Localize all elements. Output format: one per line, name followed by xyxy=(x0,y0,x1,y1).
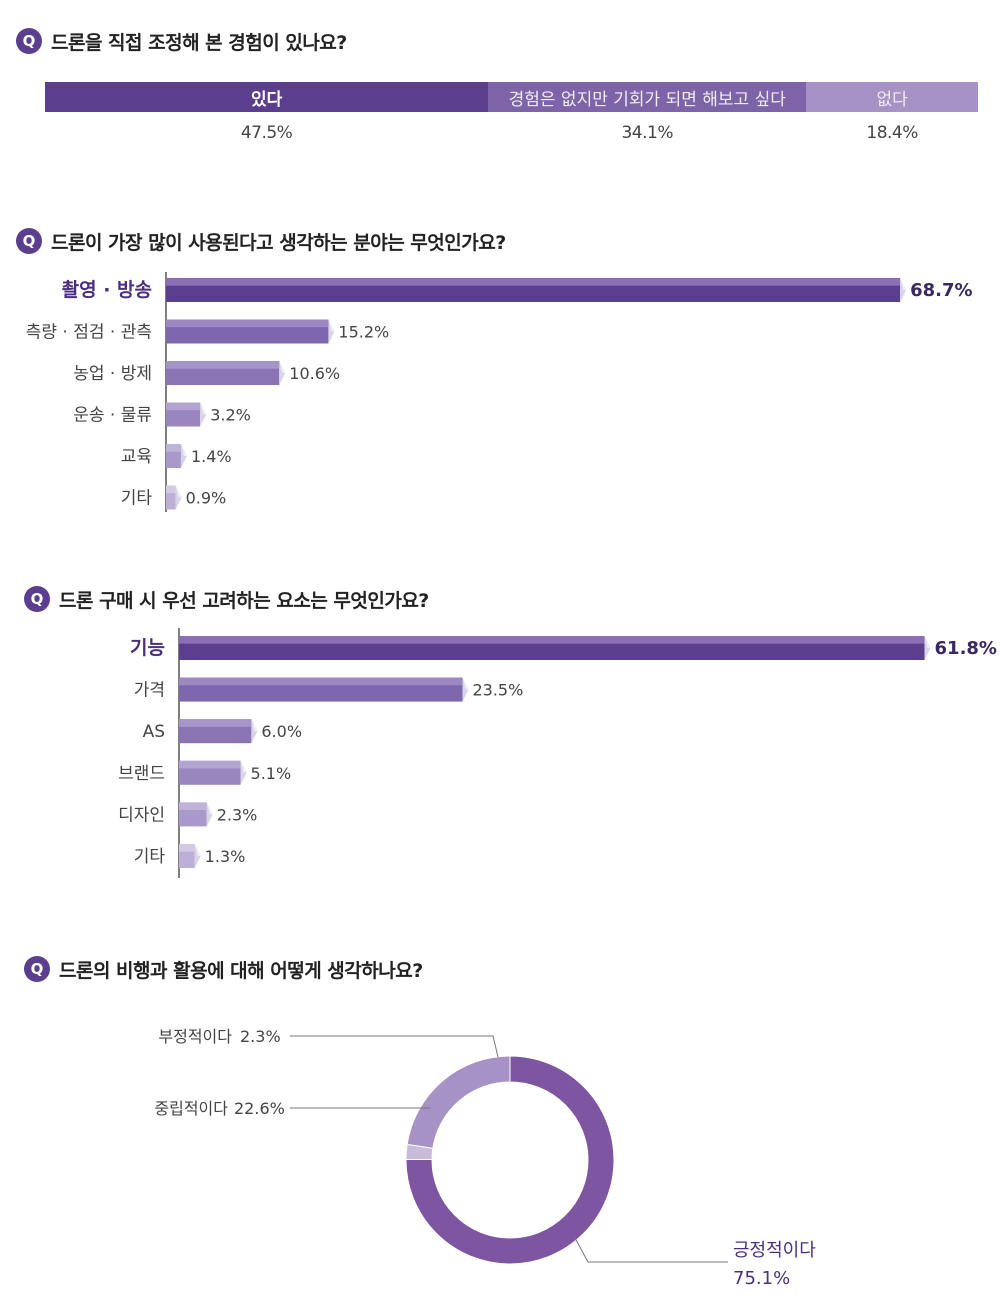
q2-category-label-5: 기타 xyxy=(121,489,153,509)
q2-value-label-5: 0.9% xyxy=(186,489,227,508)
q1-title-text: 드론을 직접 조정해 본 경험이 있나요? xyxy=(51,31,347,54)
q3-value-label-2: 6.0% xyxy=(261,722,302,741)
q4-value-negative: 2.3% xyxy=(240,1027,281,1046)
q2-category-label-0: 촬영 · 방송 xyxy=(62,279,152,301)
q2-value-label-3: 3.2% xyxy=(210,406,251,425)
q3-value-label-3: 5.1% xyxy=(251,764,292,783)
q-badge-icon: Q xyxy=(16,28,42,54)
q4-label-neutral: 중립적이다 xyxy=(154,1099,228,1118)
q1-segment-1 xyxy=(488,82,807,112)
q3-category-label-2: AS xyxy=(143,722,165,742)
q3-bar-2 xyxy=(179,719,258,744)
q1-percent-1: 34.1% xyxy=(621,123,673,143)
q2-title: Q 드론이 가장 많이 사용된다고 생각하는 분야는 무엇인가요? xyxy=(16,226,506,256)
q3-value-label-0: 61.8% xyxy=(935,638,997,659)
q2-bar-4 xyxy=(166,444,187,468)
q1-segment-label-1: 경험은 없지만 기회가 되면 해보고 싶다 xyxy=(508,89,786,110)
q4-leader-line-0 xyxy=(574,1237,728,1263)
q1-stacked-bar: 있다 경험은 없지만 기회가 되면 해보고 싶다 없다 xyxy=(45,82,978,112)
q-badge-icon: Q xyxy=(24,586,50,612)
q2-bar-3 xyxy=(166,402,207,427)
q3-category-label-5: 기타 xyxy=(134,847,166,867)
q4-value-positive: 75.1% xyxy=(733,1268,790,1289)
q3-bar-5 xyxy=(179,844,201,868)
q2-bar-5 xyxy=(166,485,182,510)
q2-value-label-4: 1.4% xyxy=(191,447,232,466)
q2-value-label-2: 10.6% xyxy=(289,364,340,383)
q4-value-neutral: 22.6% xyxy=(234,1099,285,1118)
q1-segment-label-2: 없다 xyxy=(876,89,908,110)
q3-category-label-0: 기능 xyxy=(130,637,165,659)
q2-title-text: 드론이 가장 많이 사용된다고 생각하는 분야는 무엇인가요? xyxy=(51,231,506,254)
q2-category-label-1: 측량 · 점검 · 관측 xyxy=(26,323,152,343)
q2-value-label-1: 15.2% xyxy=(338,323,389,342)
q-badge-icon: Q xyxy=(16,228,42,254)
q4-slice-2 xyxy=(406,1055,511,1149)
q2-category-label-3: 운송 · 물류 xyxy=(73,406,152,426)
q4-label-positive: 긍정적이다 xyxy=(733,1240,816,1261)
q1-title: Q 드론을 직접 조정해 본 경험이 있나요? xyxy=(16,26,347,56)
q4-title-text: 드론의 비행과 활용에 대해 어떻게 생각하나요? xyxy=(59,959,423,982)
q1-segment-0 xyxy=(45,82,489,112)
q3-bar-3 xyxy=(179,760,247,785)
q3-bar-1 xyxy=(179,677,469,702)
q3-title-text: 드론 구매 시 우선 고려하는 요소는 무엇인가요? xyxy=(59,589,429,612)
q3-value-label-4: 2.3% xyxy=(217,805,258,824)
q3-value-label-1: 23.5% xyxy=(472,681,523,700)
q1-percent-2: 18.4% xyxy=(866,123,918,143)
q3-title: Q 드론 구매 시 우선 고려하는 요소는 무엇인가요? xyxy=(24,584,429,614)
q4-title: Q 드론의 비행과 활용에 대해 어떻게 생각하나요? xyxy=(24,954,423,984)
q4-leader-line-1 xyxy=(290,1035,499,1058)
q2-category-label-4: 교육 xyxy=(121,447,152,467)
q3-bar-4 xyxy=(179,802,213,827)
q2-bar-1 xyxy=(166,319,335,344)
q3-category-label-1: 가격 xyxy=(134,681,165,701)
q1-segment-2 xyxy=(806,82,978,112)
q1-percent-0: 47.5% xyxy=(240,123,293,143)
q3-value-label-5: 1.3% xyxy=(205,847,246,866)
q4-label-negative: 부정적이다 xyxy=(158,1027,232,1046)
q2-category-label-2: 농업 · 방제 xyxy=(73,364,152,384)
q2-value-label-0: 68.7% xyxy=(910,280,972,301)
q3-bar-0 xyxy=(179,636,931,660)
q2-bar-2 xyxy=(166,361,286,385)
q2-bar-0 xyxy=(166,278,907,302)
q-badge-icon: Q xyxy=(24,956,50,982)
q4-slice-0 xyxy=(405,1055,615,1265)
q3-category-label-4: 디자인 xyxy=(118,805,165,825)
q1-segment-label-0: 있다 xyxy=(250,89,283,110)
q3-category-label-3: 브랜드 xyxy=(118,764,165,784)
